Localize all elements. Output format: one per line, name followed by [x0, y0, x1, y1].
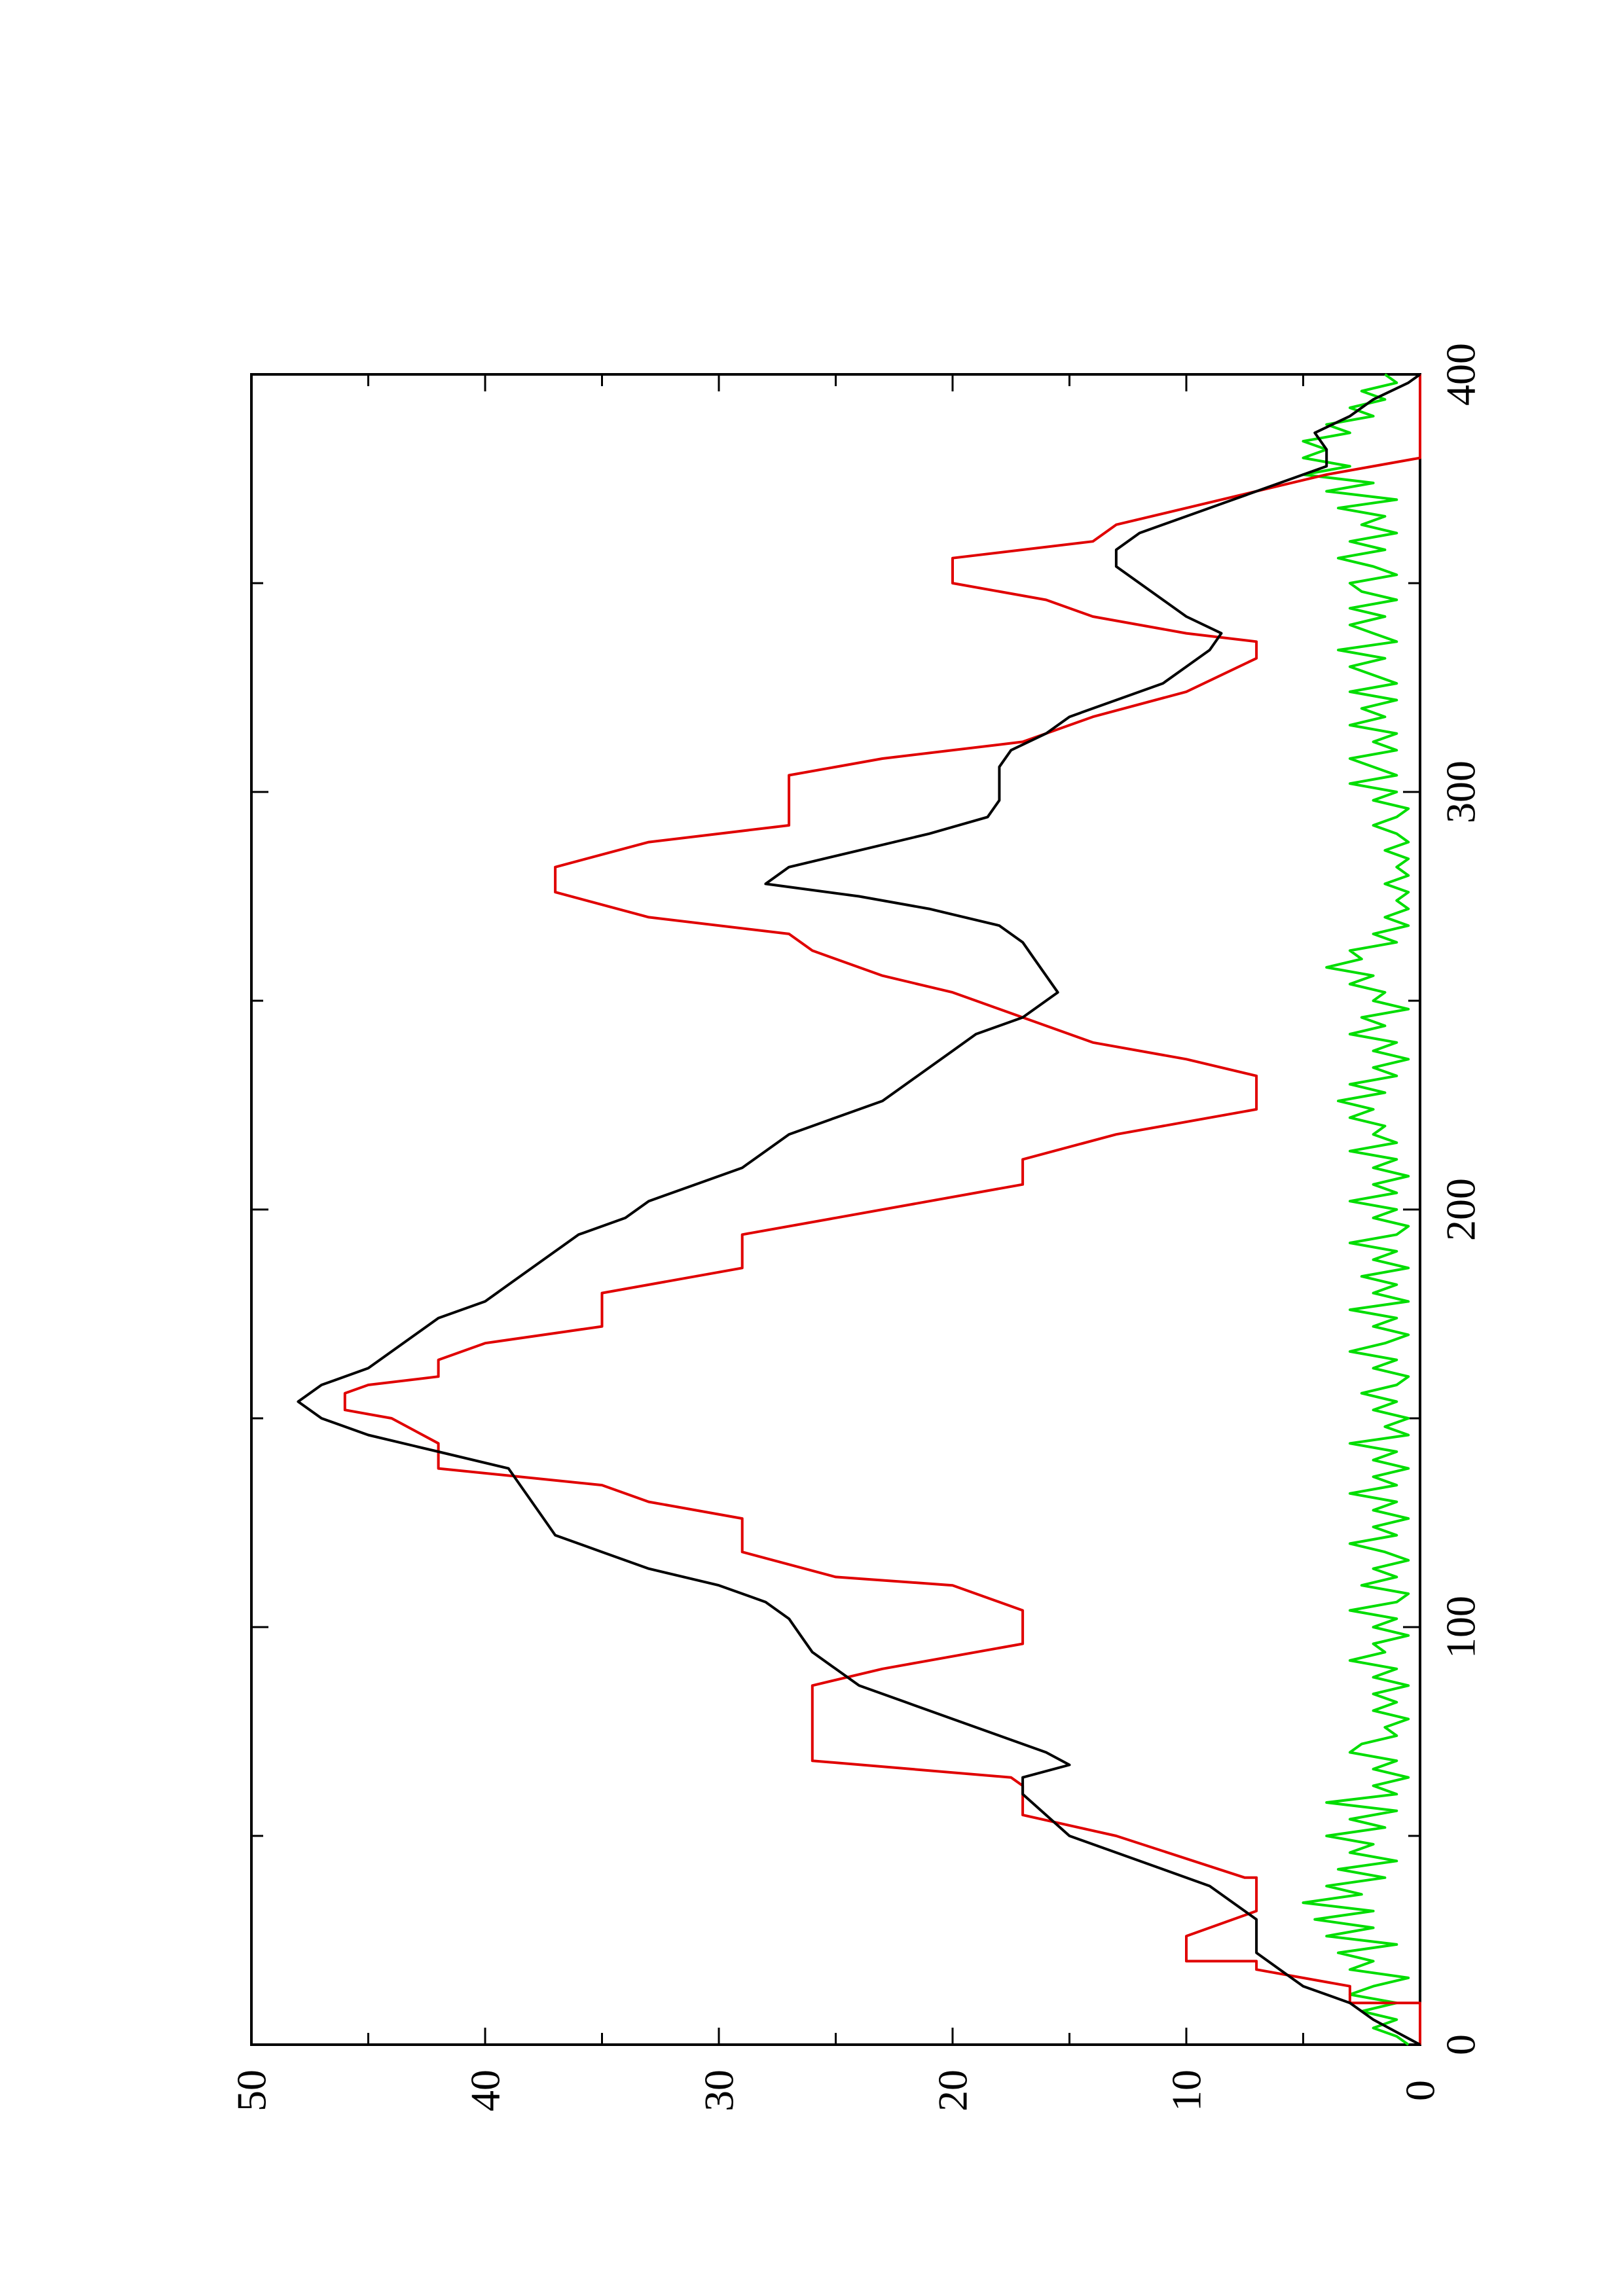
- x-tick-label: 400: [1438, 343, 1484, 406]
- x-tick-label: 200: [1438, 1178, 1484, 1241]
- series-line-3: [1302, 373, 1410, 2046]
- y-tick-label: 10: [1163, 2070, 1210, 2111]
- y-tick-label: 0: [1397, 2080, 1444, 2101]
- series-layer: [297, 373, 1421, 2046]
- y-tick-label: 30: [696, 2070, 742, 2111]
- y-tick-label: 50: [228, 2070, 275, 2111]
- axes-layer: 0 100 200 300 400 0 10 20 30 40 50: [228, 343, 1484, 2111]
- series-line-1: [297, 373, 1421, 2046]
- x-tick-label: 300: [1438, 761, 1484, 823]
- series-line-2: [343, 374, 1421, 2045]
- x-tick-label: 0: [1438, 2034, 1484, 2055]
- y-tick-label: 40: [462, 2070, 509, 2111]
- x-tick-label: 100: [1438, 1596, 1484, 1659]
- y-tick-label: 20: [930, 2070, 976, 2111]
